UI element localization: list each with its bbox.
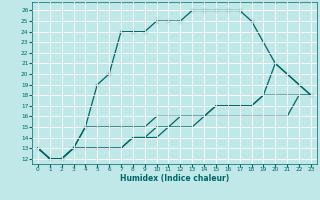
X-axis label: Humidex (Indice chaleur): Humidex (Indice chaleur) — [120, 174, 229, 183]
